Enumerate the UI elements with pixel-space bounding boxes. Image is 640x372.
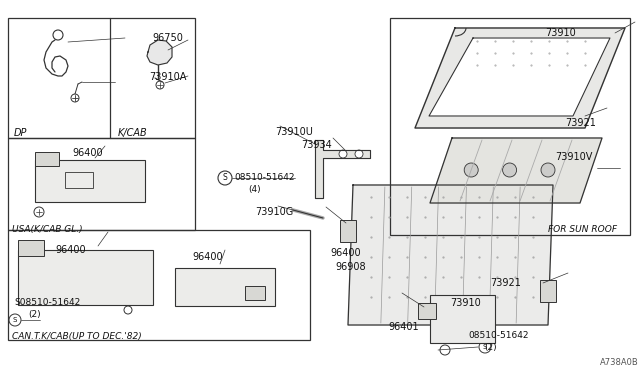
Text: A738A0B: A738A0B	[600, 358, 639, 367]
Text: 73910U: 73910U	[275, 127, 313, 137]
Polygon shape	[147, 40, 172, 65]
Text: 73910: 73910	[545, 28, 576, 38]
Circle shape	[355, 150, 363, 158]
Bar	[418, 303, 436, 319]
Bar	[8, 230, 310, 340]
Text: 96400: 96400	[55, 245, 86, 255]
Text: FOR SUN ROOF: FOR SUN ROOF	[548, 225, 617, 234]
Text: S08510-51642: S08510-51642	[14, 298, 80, 307]
Polygon shape	[315, 140, 370, 198]
Circle shape	[502, 163, 516, 177]
Text: (4): (4)	[248, 185, 260, 194]
Circle shape	[464, 163, 478, 177]
Text: (2): (2)	[484, 343, 497, 352]
Text: 73921: 73921	[490, 278, 521, 288]
Polygon shape	[348, 185, 553, 325]
Text: CAN.T.K/CAB(UP TO DEC.'82): CAN.T.K/CAB(UP TO DEC.'82)	[12, 332, 141, 341]
Bar	[430, 295, 495, 343]
Text: S: S	[223, 173, 227, 183]
Text: 96400: 96400	[192, 252, 223, 262]
Text: 96750: 96750	[152, 33, 183, 43]
Bar	[65, 172, 93, 188]
Text: 08510-51642: 08510-51642	[234, 173, 294, 182]
Bar	[18, 250, 153, 305]
Polygon shape	[429, 38, 610, 116]
Text: USA(K/CAB GL.): USA(K/CAB GL.)	[12, 225, 83, 234]
Bar	[340, 220, 356, 242]
Bar	[18, 240, 44, 256]
Text: 08510-51642: 08510-51642	[468, 331, 529, 340]
Bar	[245, 286, 265, 300]
Text: 96400: 96400	[72, 148, 102, 158]
Polygon shape	[415, 28, 625, 128]
Polygon shape	[430, 138, 602, 203]
Text: 73910A: 73910A	[149, 72, 186, 82]
Bar	[175, 268, 275, 306]
Bar	[35, 160, 145, 202]
Text: 73910: 73910	[450, 298, 481, 308]
Text: 96908: 96908	[335, 262, 365, 272]
Circle shape	[339, 150, 347, 158]
Text: 96401: 96401	[388, 322, 419, 332]
Text: 73934: 73934	[301, 140, 332, 150]
Bar	[8, 138, 195, 230]
Text: S: S	[483, 344, 487, 350]
Bar	[35, 152, 59, 166]
Text: K/CAB: K/CAB	[118, 128, 148, 138]
Bar	[8, 18, 195, 138]
Bar	[540, 280, 556, 302]
Text: 73921: 73921	[565, 118, 596, 128]
Circle shape	[541, 163, 555, 177]
Text: (2): (2)	[28, 310, 40, 319]
Text: S: S	[13, 317, 17, 323]
Text: 73910G: 73910G	[255, 207, 293, 217]
Text: 96400: 96400	[330, 248, 360, 258]
Text: DP: DP	[14, 128, 28, 138]
Text: 73910V: 73910V	[555, 152, 593, 162]
Bar	[390, 18, 630, 235]
